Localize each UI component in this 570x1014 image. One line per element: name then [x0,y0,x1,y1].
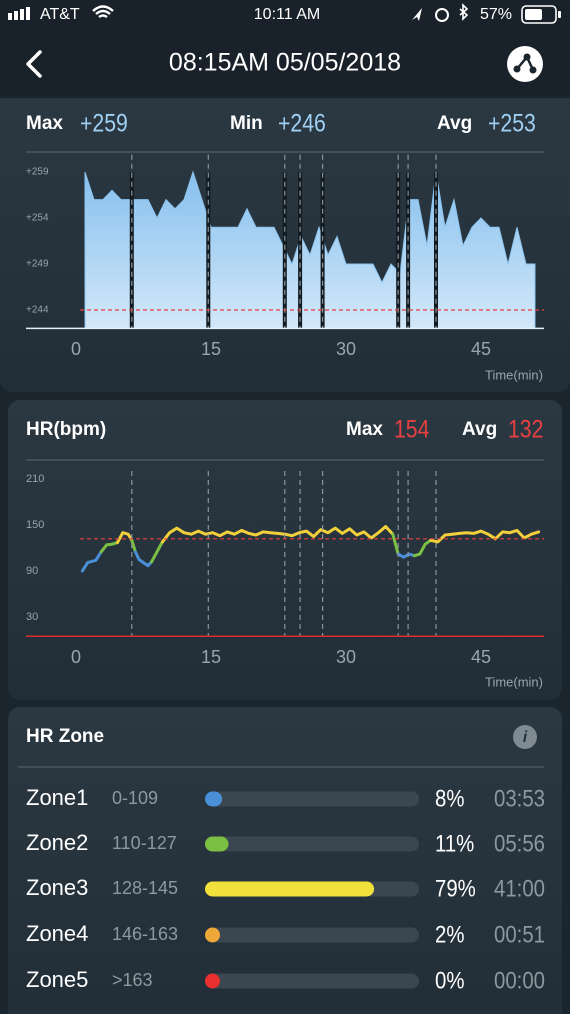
stat-label: Max [26,113,63,134]
hr-chart-title: HR(bpm) [26,419,106,440]
x-tick-label: 45 [471,339,491,359]
zone-name: Zone2 [26,830,88,855]
zone-range: 0-109 [112,788,158,808]
y-tick-label: 150 [26,519,44,531]
alarm-icon [435,8,449,22]
zone-time: 05:56 [494,830,545,857]
zone-bar [205,973,220,989]
info-button[interactable]: i [513,725,537,749]
x-tick-label: 0 [71,647,81,667]
zone-name: Zone3 [26,875,88,900]
y-tick-label: +244 [26,305,49,316]
zone-title: HR Zone [26,726,104,747]
y-tick-label: 90 [26,565,38,577]
zone-name: Zone4 [26,921,88,946]
hr-line [412,538,433,558]
zone-track [205,791,419,807]
stat-value: +253 [488,109,536,137]
hr-line [115,531,134,545]
zone-range: 128-145 [112,878,178,898]
zone-range: 146-163 [112,924,178,944]
zone-percent: 79% [435,875,476,902]
bluetooth-icon [459,3,469,21]
x-tick-label: 30 [336,339,356,359]
clock: 10:11 AM [254,6,320,23]
x-axis-label: Time(min) [485,674,543,689]
zone-track [205,973,419,989]
hr-line [80,550,103,573]
stat-value: +246 [278,109,326,137]
zone-percent: 0% [435,967,464,994]
zone-track [205,836,419,852]
hr-line [391,532,400,556]
chart: Max +259 Min +246 Avg +253 +259 +254 +249 +244 0 15… [26,109,544,382]
stat-value: 154 [394,415,430,443]
zone-time: 03:53 [494,785,545,812]
hr-line [133,550,154,568]
zone-bar [205,881,375,897]
hr-line [160,525,395,544]
stat-value: +259 [80,109,128,137]
battery-text: 57% [480,6,512,23]
stat-label: Max [346,419,383,440]
y-tick-label: 30 [26,611,38,623]
chart: Max 154 Avg 132 210 150 90 30 0 15 30 45 Time(min) [26,415,544,689]
hr-card [8,400,562,700]
zone-name: Zone5 [26,967,88,992]
battery-icon [521,5,561,24]
hr-line [130,538,137,554]
zone-card [8,707,562,1014]
hr-line [396,552,416,559]
zone-bar [205,927,220,943]
header-bar [0,0,570,96]
stat-value: 132 [508,415,543,443]
zone-percent: 2% [435,921,464,948]
y-tick-label: 210 [26,473,44,485]
x-tick-label: 45 [471,647,491,667]
zone-time: 00:51 [494,921,545,948]
zone-track [205,927,419,943]
hr-line [150,540,164,564]
zone-bar [205,836,229,852]
stat-label: Min [230,113,263,134]
signal [8,7,30,20]
wifi-icon [92,5,114,18]
x-tick-label: 15 [201,647,221,667]
y-tick-label: +259 [26,167,49,178]
back-button[interactable] [26,50,42,78]
zone-time: 00:00 [494,967,545,994]
stat-label: Avg [437,113,472,134]
hr-line [429,528,541,544]
zone-percent: 8% [435,785,464,812]
zone-range: >163 [112,970,153,990]
x-axis-label: Time(min) [485,367,543,382]
x-tick-label: 0 [71,339,81,359]
carrier: AT&T [40,6,80,23]
zone-bar [205,791,223,807]
zone-percent: 11% [435,830,474,857]
svg-text:i: i [523,729,528,746]
y-tick-label: +254 [26,213,49,224]
hr-line [99,541,119,554]
zone-range: 110-127 [112,833,177,853]
x-tick-label: 30 [336,647,356,667]
y-tick-label: +249 [26,259,49,270]
stat-label: Avg [462,419,497,440]
x-tick-label: 15 [201,339,221,359]
share-button[interactable] [507,46,543,82]
zone-name: Zone1 [26,785,88,810]
location-icon [412,8,422,21]
header-title: 08:15AM 05/05/2018 [169,49,401,77]
zone-time: 41:00 [494,875,545,902]
